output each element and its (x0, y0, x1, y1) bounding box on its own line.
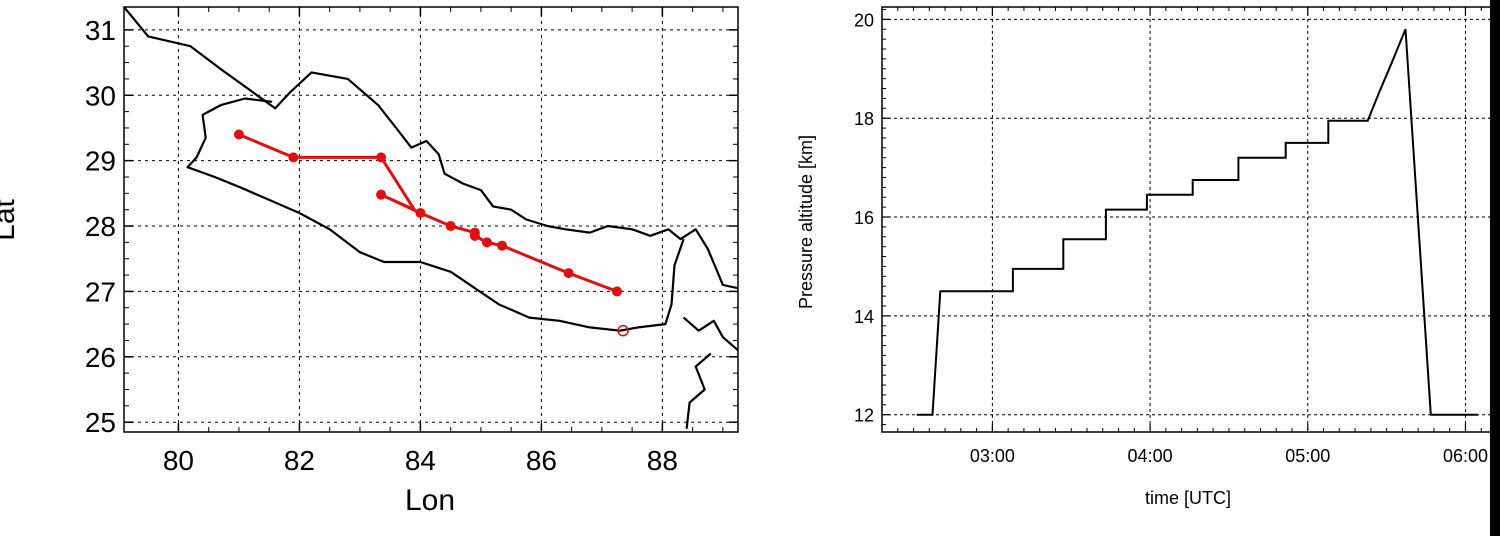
map-y-tick-label: 29 (85, 146, 116, 177)
track-point (481, 237, 492, 248)
altitude-axis-ticks: 03:00 04:00 05:00 06:00 12 14 16 18 20 (854, 7, 1498, 466)
altitude-x-tick-label: 04:00 (1128, 446, 1173, 466)
border-line (682, 316, 738, 352)
map-x-axis-label: Lon (405, 484, 455, 517)
altitude-plot-frame (881, 6, 1498, 433)
track-point (376, 152, 387, 163)
map-y-tick-label: 30 (85, 80, 116, 111)
altitude-chart: 03:00 04:00 05:00 06:00 12 14 16 18 20 time [UTC… (796, 6, 1498, 508)
track-point (497, 240, 508, 251)
map-y-axis-label: Lat (0, 198, 21, 240)
altitude-x-axis-label: time [UTC] (1145, 488, 1231, 508)
track-open-point (617, 324, 629, 337)
map-y-tick-label: 26 (85, 342, 116, 373)
right-edge-bar (1490, 0, 1500, 536)
track-point (469, 230, 480, 241)
altitude-x-tick-label: 03:00 (970, 446, 1015, 466)
altitude-grid (882, 7, 1497, 432)
altitude-y-tick-label: 16 (854, 208, 874, 228)
map-axis-ticks: 80 82 84 86 88 25 26 27 28 29 30 31 (85, 7, 738, 476)
track-point (445, 221, 456, 232)
map-x-tick-label: 88 (647, 445, 678, 476)
map-y-tick-label: 28 (85, 211, 116, 242)
track-point (415, 207, 426, 218)
map-country-borders (124, 7, 738, 429)
map-y-tick-label: 25 (85, 407, 116, 438)
altitude-x-tick-label: 06:00 (1443, 446, 1488, 466)
altitude-x-tick-label: 05:00 (1285, 446, 1330, 466)
border-line (685, 352, 712, 429)
border-line (124, 7, 738, 290)
map-x-tick-label: 84 (405, 445, 436, 476)
map-flight-track (233, 129, 629, 337)
altitude-y-tick-label: 20 (854, 10, 874, 30)
altitude-y-tick-label: 12 (854, 406, 874, 426)
map-x-tick-label: 82 (284, 445, 315, 476)
altitude-y-axis-label: Pressure altitude [km] (796, 135, 816, 309)
map-plot-frame (123, 6, 739, 433)
track-point (288, 152, 299, 163)
border-line (186, 97, 685, 332)
map-y-tick-label: 27 (85, 276, 116, 307)
track-point (563, 268, 574, 279)
altitude-y-tick-label: 14 (854, 307, 874, 327)
map-chart: 80 82 84 86 88 25 26 27 28 29 30 31 Lon Lat (0, 6, 739, 517)
map-grid (124, 7, 738, 432)
map-x-tick-label: 86 (526, 445, 557, 476)
track-point (612, 286, 623, 297)
map-x-tick-label: 80 (163, 445, 194, 476)
track-point (233, 129, 244, 140)
map-y-tick-label: 31 (85, 15, 116, 46)
track-point (376, 189, 387, 200)
altitude-profile-line (916, 28, 1479, 416)
altitude-y-tick-label: 18 (854, 109, 874, 129)
